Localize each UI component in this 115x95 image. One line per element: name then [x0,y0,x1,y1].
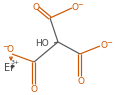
Text: O: O [6,46,13,55]
Text: −: − [76,2,82,8]
Text: −: − [2,44,8,50]
Text: O: O [30,84,37,93]
Text: O: O [32,4,39,13]
Text: O: O [77,76,84,86]
Text: 3+: 3+ [10,61,19,65]
Text: Er: Er [4,63,14,73]
Text: O: O [100,42,107,51]
Text: HO: HO [35,38,49,48]
Text: −: − [105,40,111,46]
Text: O: O [71,4,78,13]
